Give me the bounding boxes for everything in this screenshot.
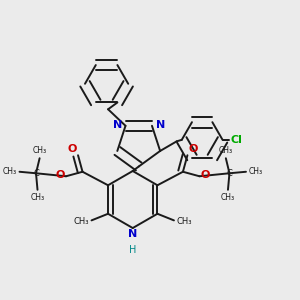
Text: C: C xyxy=(226,169,232,178)
Text: CH₃: CH₃ xyxy=(32,146,47,155)
Text: O: O xyxy=(68,144,77,154)
Text: CH₃: CH₃ xyxy=(73,217,88,226)
Text: O: O xyxy=(201,170,210,180)
Text: N: N xyxy=(113,120,122,130)
Text: CH₃: CH₃ xyxy=(30,193,45,202)
Text: CH₃: CH₃ xyxy=(2,167,16,176)
Text: N: N xyxy=(128,229,137,239)
Text: N: N xyxy=(156,120,165,130)
Text: CH₃: CH₃ xyxy=(249,167,263,176)
Text: O: O xyxy=(188,144,197,154)
Text: CH₃: CH₃ xyxy=(177,217,192,226)
Text: C: C xyxy=(33,169,39,178)
Text: Cl: Cl xyxy=(230,135,242,145)
Text: O: O xyxy=(55,170,64,180)
Text: H: H xyxy=(129,244,136,254)
Text: CH₃: CH₃ xyxy=(221,193,235,202)
Text: CH₃: CH₃ xyxy=(219,146,233,155)
